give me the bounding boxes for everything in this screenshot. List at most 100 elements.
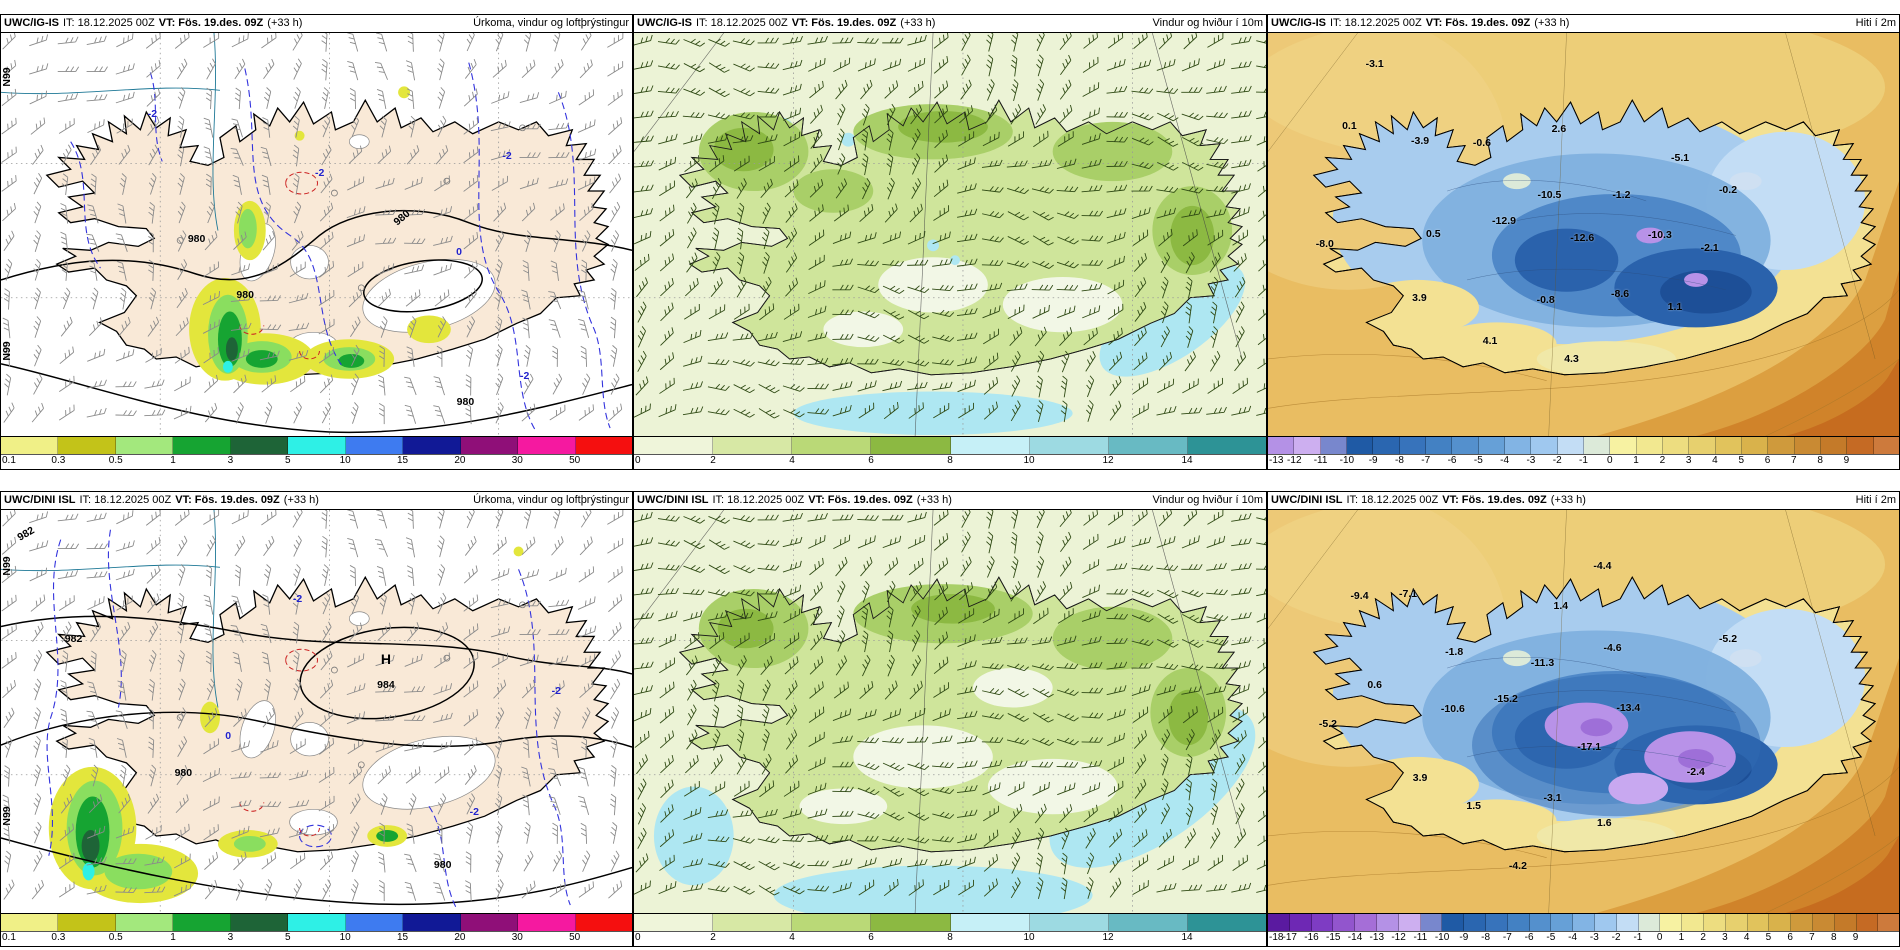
model-name: UWC/IG-IS (4, 17, 59, 29)
colorbar-segment (871, 437, 951, 454)
valid-time: VT: Fös. 19.des. 09Z (808, 494, 913, 506)
valid-time: VT: Fös. 19.des. 09Z (1442, 494, 1547, 506)
colorbar-tick: -2 (1552, 455, 1562, 466)
colorbar-segment (1294, 437, 1321, 454)
colorbar-segment (1662, 437, 1690, 454)
colorbar-tick: 6 (1787, 932, 1793, 943)
colorbar-tick: 1 (1633, 455, 1639, 466)
init-time: IT: 18.12.2025 00Z (712, 494, 805, 506)
colorbar-tick: 50 (569, 932, 581, 943)
colorbar-segment (345, 437, 404, 454)
colorbar-segment (1398, 914, 1421, 931)
colorbar-tick: 4 (1743, 932, 1750, 943)
panel-run-info: UWC/IG-IS IT: 18.12.2025 00Z VT: Fös. 19.d… (637, 15, 939, 32)
colorbar-segment (1373, 437, 1400, 454)
colorbar-tick: -15 (1326, 932, 1341, 943)
panel-run-info: UWC/DINI ISL IT: 18.12.2025 00Z VT: Fös. 1… (1271, 492, 1590, 509)
colorbar-segment (230, 437, 289, 454)
colorbar-segment (1682, 914, 1704, 931)
colorbar-segment (1878, 914, 1900, 931)
colorbar-segment (1464, 914, 1486, 931)
colorbar-ticks: 0 2 4 6 8 10 12 14 (634, 932, 1266, 946)
panel-header: UWC/DINI ISL IT: 18.12.2025 00Z VT: Fös. 1… (1268, 492, 1899, 510)
map-area: 980 980 980 980 -2 -2 -2 -2 0 N99 N99 (1, 33, 632, 436)
colorbar-segment (1311, 914, 1334, 931)
colorbar-tick: 8 (947, 932, 953, 943)
colorbar-segment (58, 437, 116, 454)
colorbar-segment (1610, 437, 1637, 454)
colorbar-segment (575, 437, 632, 454)
colorbar-segment (1794, 437, 1821, 454)
panel-header: UWC/DINI ISL IT: 18.12.2025 00Z VT: Fös. 1… (1, 492, 632, 510)
colorbar-segment (1029, 914, 1109, 931)
colorbar-tick: -8 (1481, 932, 1491, 943)
colorbar-segment (1557, 437, 1584, 454)
weather-map (1, 33, 632, 436)
colorbar-tick: 5 (285, 455, 291, 466)
colorbar-tick: -9 (1368, 455, 1378, 466)
colorbar-tick: 8 (1830, 932, 1837, 943)
colorbar (1, 436, 632, 455)
colorbar-tick: -4 (1568, 932, 1578, 943)
map-area: -9.4 -7.1 -4.4 1.4 -1.8 -11.3 -4.6 -5.2 0.6 -15.2… (1268, 510, 1899, 913)
colorbar-tick: 4 (1712, 455, 1718, 466)
colorbar-segment (1187, 914, 1266, 931)
colorbar-tick: 10 (339, 932, 351, 943)
colorbar-tick: 0.3 (51, 455, 66, 466)
map-area: H 984 982 980 980 982 -2 -2 0 -2 N99 N99 (1, 510, 632, 913)
colorbar-tick: 15 (396, 932, 409, 943)
model-name: UWC/DINI ISL (1271, 494, 1343, 506)
panel-variable-label: Úrkoma, vindur og loftþrýstingur (473, 494, 629, 506)
colorbar-segment (1485, 914, 1508, 931)
colorbar-tick: 7 (1809, 932, 1815, 943)
colorbar-tick: 1 (1678, 932, 1685, 943)
colorbar-segment (1376, 914, 1399, 931)
colorbar-segment (1, 437, 59, 454)
colorbar-segment (1638, 914, 1661, 931)
colorbar-segment (1346, 437, 1374, 454)
colorbar-tick: 15 (396, 455, 409, 466)
colorbar-segment (871, 914, 951, 931)
colorbar-ticks: -13 -12 -11 -10 -9 -8 -7 -6 -5 -4 -3 -2 -1 0 1 2 3 4 5 6 7 8 9 (1268, 455, 1899, 469)
colorbar-segment (460, 437, 519, 454)
colorbar-tick: -7 (1502, 932, 1512, 943)
colorbar-tick: -5 (1473, 455, 1483, 466)
colorbar-tick: -14 (1347, 932, 1363, 943)
lead-time: (+33 h) (900, 17, 936, 29)
colorbar-segment (575, 914, 632, 931)
colorbar-segment (1636, 437, 1663, 454)
colorbar-tick: 7 (1791, 455, 1797, 466)
colorbar-segment (58, 914, 116, 931)
colorbar-segment (518, 914, 576, 931)
colorbar-segment (1029, 437, 1109, 454)
colorbar-segment (1529, 914, 1552, 931)
colorbar-tick: 5 (1738, 455, 1745, 466)
colorbar-segment (1768, 437, 1795, 454)
panel-header: UWC/DINI ISL IT: 18.12.2025 00Z VT: Fös. 1… (634, 492, 1266, 510)
init-time: IT: 18.12.2025 00Z (63, 17, 155, 29)
colorbar-tick: 4 (789, 455, 795, 466)
panel-variable-label: Úrkoma, vindur og loftþrýstingur (473, 17, 629, 29)
colorbar-tick: 3 (227, 932, 234, 943)
colorbar-tick: -2 (1611, 932, 1621, 943)
panel-igis-wind: UWC/IG-IS IT: 18.12.2025 00Z VT: Fös. 19.d… (633, 14, 1267, 470)
colorbar-segment (1847, 437, 1874, 454)
colorbar-segment (1268, 914, 1290, 931)
colorbar-segment (1551, 914, 1574, 931)
colorbar-segment (1268, 437, 1295, 454)
colorbar-segment (460, 914, 519, 931)
colorbar-tick: -13 (1369, 932, 1385, 943)
colorbar-tick: 12 (1102, 932, 1114, 943)
colorbar-tick: 6 (868, 932, 874, 943)
colorbar-tick: 1 (170, 932, 176, 943)
colorbar-segment (1108, 914, 1188, 931)
colorbar-tick: -4 (1500, 455, 1510, 466)
colorbar-segment (1873, 437, 1899, 454)
colorbar-tick: 2 (1659, 455, 1666, 466)
weather-map (634, 510, 1266, 913)
lead-time: (+33 h) (267, 17, 303, 29)
colorbar-segment (1820, 437, 1848, 454)
weather-map (1268, 33, 1899, 436)
valid-time: VT: Fös. 19.des. 09Z (791, 17, 897, 29)
map-area (634, 510, 1266, 913)
